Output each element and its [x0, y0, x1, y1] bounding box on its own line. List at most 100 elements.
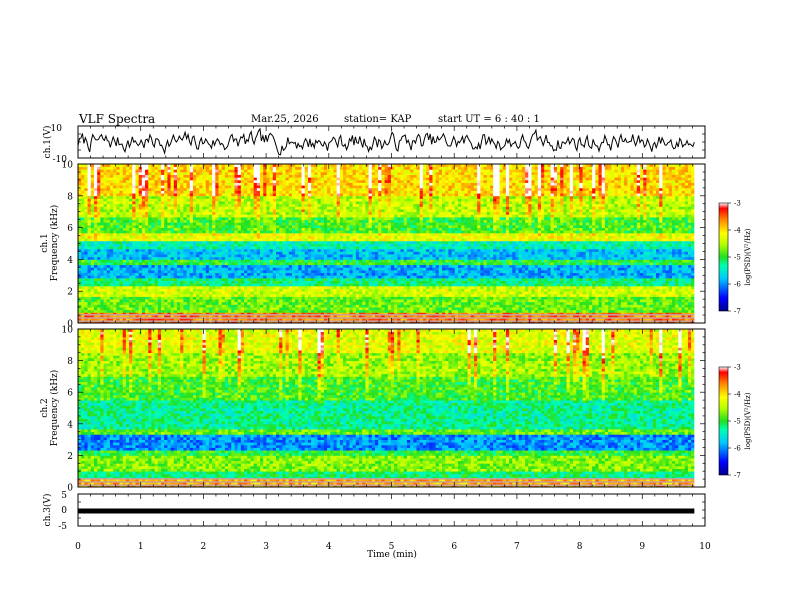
spectrogram-cell [186, 280, 191, 284]
spectrogram-cell [129, 222, 133, 226]
spectrogram-cell [167, 224, 172, 228]
spectrogram-cell [103, 238, 108, 242]
spectrogram-cell [205, 164, 210, 168]
spectrogram-cell [109, 262, 114, 266]
spectrogram-cell [314, 174, 318, 178]
spectrogram-cell [161, 267, 165, 271]
spectrogram-cell [311, 312, 315, 316]
spectrogram-cell [263, 243, 267, 247]
spectrogram-cell [266, 240, 271, 244]
spectrogram-cell [327, 293, 331, 297]
spectrogram-cell [97, 299, 101, 303]
spectrogram-cell [151, 217, 156, 221]
spectrogram-cell [221, 222, 226, 226]
spectrogram-cell [135, 240, 140, 244]
spectrogram-cell [234, 238, 239, 242]
spectrogram-cell [109, 209, 114, 213]
spectrogram-cell [304, 214, 309, 218]
spectrogram-cell [247, 214, 251, 218]
spectrogram-cell [330, 248, 334, 252]
spectrogram-cell [122, 272, 127, 276]
spectrogram-cell [269, 209, 274, 213]
spectrogram-cell [161, 238, 165, 242]
spectrogram-cell [122, 283, 127, 287]
spectrogram-cell [208, 214, 213, 218]
spectrogram-cell [301, 248, 306, 252]
spectrogram-cell [151, 193, 156, 197]
spectrogram-cell [81, 195, 85, 199]
spectrogram-cell [228, 256, 232, 260]
spectrogram-cell [100, 169, 104, 173]
spectrogram-cell [253, 285, 258, 289]
spectrogram-cell [186, 198, 191, 202]
spectrogram-cell [148, 171, 152, 175]
spectrogram-cell [323, 254, 328, 258]
spectrogram-cell [196, 177, 200, 181]
spectrogram-cell [122, 262, 127, 266]
spectrogram-cell [234, 166, 239, 170]
spectrogram-cell [173, 198, 178, 202]
spectrogram-cell [145, 227, 149, 231]
spectrogram-cell [157, 206, 162, 210]
spectrogram-cell [272, 288, 277, 292]
spectrogram-cell [269, 174, 274, 178]
spectrogram-cell [311, 224, 315, 228]
spectrogram-cell [272, 179, 277, 183]
spectrogram-cell [218, 227, 223, 231]
spectrogram-cell [167, 209, 172, 213]
spectrogram-cell [215, 164, 219, 168]
spectrogram-cell [205, 232, 210, 236]
spectrogram-cell [177, 206, 181, 210]
spectrogram-cell [327, 195, 331, 199]
spectrogram-cell [266, 224, 271, 228]
spectrogram-cell [141, 177, 146, 181]
spectrogram-cell [205, 195, 210, 199]
spectrogram-cell [298, 272, 302, 276]
spectrogram-cell [132, 283, 136, 287]
spectrogram-cell [228, 277, 232, 281]
spectrogram-cell [148, 307, 152, 311]
spectrogram-cell [295, 272, 299, 276]
spectrogram-cell [116, 190, 120, 194]
spectrogram-cell [186, 235, 191, 239]
spectrogram-cell [221, 224, 226, 228]
spectrogram-cell [167, 187, 172, 191]
spectrogram-cell [256, 190, 261, 194]
spectrogram-cell [202, 166, 207, 170]
spectrogram-cell [109, 285, 114, 289]
spectrogram-cell [320, 283, 325, 287]
spectrogram-cell [93, 301, 98, 305]
spectrogram-cell [100, 280, 104, 284]
spectrogram-cell [269, 240, 274, 244]
spectrogram-cell [291, 201, 296, 205]
spectrogram-cell [135, 254, 140, 258]
spectrogram-cell [285, 256, 290, 260]
spectrogram-cell [304, 259, 309, 263]
spectrogram-cell [205, 166, 210, 170]
spectrogram-cell [282, 232, 286, 236]
spectrogram-cell [129, 238, 133, 242]
spectrogram-cell [177, 283, 181, 287]
spectrogram-cell [90, 315, 95, 319]
spectrogram-cell [234, 182, 239, 186]
spectrogram-cell [231, 272, 235, 276]
spectrogram-cell [154, 296, 159, 300]
spectrogram-cell [276, 209, 280, 213]
spectrogram-cell [157, 187, 162, 191]
spectrogram-cell [240, 235, 245, 239]
spectrogram-cell [301, 230, 306, 234]
spectrogram-cell [103, 309, 108, 313]
spectrogram-cell [323, 217, 328, 221]
spectrogram-cell [247, 248, 251, 252]
spectrogram-cell [189, 201, 194, 205]
spectrogram-cell [148, 230, 152, 234]
spectrogram-cell [186, 267, 191, 271]
spectrogram-cell [237, 254, 242, 258]
spectrogram-cell [323, 272, 328, 276]
spectrogram-cell [170, 206, 175, 210]
spectrogram-cell [180, 293, 184, 297]
spectrogram-cell [109, 185, 114, 189]
spectrogram-cell [208, 182, 213, 186]
spectrogram-cell [100, 272, 104, 276]
spectrogram-cell [132, 264, 136, 268]
